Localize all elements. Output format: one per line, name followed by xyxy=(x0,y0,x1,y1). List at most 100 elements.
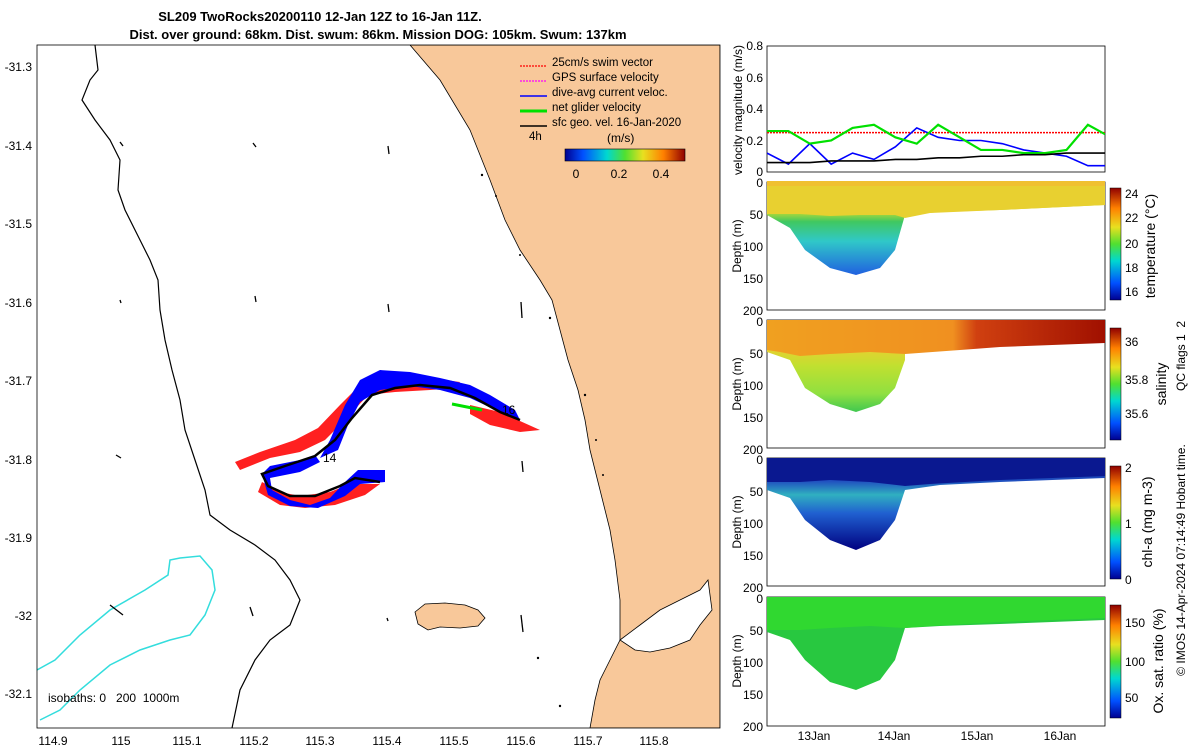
legend-item: 25cm/s swim vector xyxy=(520,57,653,69)
ox-cbar-tick: 100 xyxy=(1125,655,1145,669)
oxygen-colorbar xyxy=(1109,604,1122,719)
map-colorbar-tick: 0.2 xyxy=(611,167,628,181)
lon-tick: 115.8 xyxy=(639,734,668,748)
lat-ticks: -31.3 -31.4 -31.5 -31.6 -31.7 -31.8 -31.… xyxy=(5,60,33,701)
ox-ytick: 200 xyxy=(743,720,763,734)
day-label-14: 14 xyxy=(323,451,337,465)
title-line2: Dist. over ground: 68km. Dist. swum: 86k… xyxy=(129,27,626,42)
temp-cbar-tick: 18 xyxy=(1125,261,1139,275)
temp-ytick: 200 xyxy=(743,304,763,318)
velocity-series xyxy=(767,123,1105,167)
chla-ytick: 50 xyxy=(750,485,764,499)
chla-ytick: 200 xyxy=(743,581,763,595)
vel-ytick: 0.8 xyxy=(746,39,763,53)
lat-tick: -31.3 xyxy=(5,60,33,74)
legend-label: net glider velocity xyxy=(552,102,641,114)
chla-panel: Depth (m) chl-a (mg m-3) 0 50 100 150 20… xyxy=(730,453,1155,595)
estuary xyxy=(619,579,713,653)
dive-avg-band xyxy=(262,370,520,508)
temperature-surface xyxy=(767,185,1105,218)
sal-ytick: 100 xyxy=(743,379,763,393)
temp-cbar-tick: 16 xyxy=(1125,285,1139,299)
salinity-colorbar xyxy=(1109,327,1122,441)
velocity-series-line xyxy=(767,152,1105,164)
map-colorbar-tick: 0 xyxy=(573,167,580,181)
oxygen-cbar-label: Ox. sat. ratio (%) xyxy=(1150,608,1166,713)
oxygen-surface xyxy=(767,597,1105,630)
glider-track xyxy=(260,383,521,498)
sal-cbar-tick: 36 xyxy=(1125,335,1139,349)
lat-tick: -31.4 xyxy=(5,139,33,153)
legend-item: net glider velocity xyxy=(520,102,641,114)
credit-note: © IMOS 14-Apr-2024 07:14:49 Hobart time. xyxy=(1174,444,1188,676)
reef-dots xyxy=(480,173,604,708)
lon-ticks: 114.9 115 115.1 115.2 115.3 115.4 115.5 … xyxy=(38,734,668,748)
oxygen-panel: Depth (m) Ox. sat. ratio (%) 0 50 100 15… xyxy=(730,592,1166,734)
chla-ylabel: Depth (m) xyxy=(730,495,744,548)
chla-cbar-tick: 1 xyxy=(1125,517,1132,531)
lon-tick: 115.5 xyxy=(439,734,468,748)
lat-tick: -31.9 xyxy=(5,531,33,545)
velocity-ylabel: velocity magnitude (m/s) xyxy=(731,45,745,175)
temperature-top-band xyxy=(767,181,1105,186)
chla-cbar-tick: 2 xyxy=(1125,461,1132,475)
isobath-200m xyxy=(81,45,301,728)
temp-ytick: 50 xyxy=(750,208,764,222)
lon-tick: 115.7 xyxy=(573,734,602,748)
legend-label: sfc geo. vel. 16-Jan-2020 xyxy=(552,117,681,129)
day-label-16: 16 xyxy=(502,403,516,417)
chla-cbar-tick: 0 xyxy=(1125,573,1132,587)
salinity-cbar-label: salinity xyxy=(1153,363,1169,406)
map-legend: 25cm/s swim vector GPS surface velocity … xyxy=(520,57,686,181)
velocity-series-line xyxy=(767,123,1105,155)
ox-ytick: 150 xyxy=(743,688,763,702)
legend-item: GPS surface velocity xyxy=(520,72,659,84)
chla-ytick: 100 xyxy=(743,517,763,531)
temperature-colorbar xyxy=(1109,187,1122,301)
sal-ytick: 150 xyxy=(743,411,763,425)
lat-tick: -32 xyxy=(15,609,33,623)
chla-cbar-label: chl-a (mg m-3) xyxy=(1139,476,1155,567)
chla-ytick: 0 xyxy=(756,453,763,467)
velocity-axes xyxy=(766,45,1106,173)
legend-item: sfc geo. vel. 16-Jan-2020 xyxy=(520,117,681,129)
vel-ytick: 0.2 xyxy=(746,134,763,148)
legend-label: dive-avg current veloc. xyxy=(552,87,668,99)
title-line1: SL209 TwoRocks20200110 12-Jan 12Z to 16-… xyxy=(158,9,482,24)
salinity-panel: Depth (m) salinity 0 50 100 150 200 35.6… xyxy=(730,315,1169,457)
temp-ytick: 100 xyxy=(743,240,763,254)
lon-tick: 114.9 xyxy=(38,734,67,748)
chla-colorbar xyxy=(1109,465,1122,580)
ox-ytick: 0 xyxy=(756,592,763,606)
legend-label: 25cm/s swim vector xyxy=(552,57,653,69)
lon-tick: 115.6 xyxy=(506,734,535,748)
lat-tick: -31.7 xyxy=(5,374,33,388)
sal-cbar-tick: 35.8 xyxy=(1125,373,1149,387)
ox-ytick: 50 xyxy=(750,624,764,638)
geo-velocity-arrows xyxy=(109,141,524,633)
island xyxy=(414,602,486,631)
oxygen-ylabel: Depth (m) xyxy=(730,634,744,687)
velocity-panel: velocity magnitude (m/s) 0 0.2 0.4 0.6 0… xyxy=(731,39,1106,179)
chla-surface xyxy=(767,458,1105,486)
lon-tick: 115 xyxy=(111,734,130,748)
sal-cbar-tick: 35.6 xyxy=(1125,407,1149,421)
lat-tick: -31.6 xyxy=(5,296,33,310)
lat-tick: -32.1 xyxy=(5,687,33,701)
legend-4h-label: 4h xyxy=(529,131,542,143)
lon-tick: 115.3 xyxy=(305,734,334,748)
temp-cbar-tick: 24 xyxy=(1125,187,1139,201)
lat-tick: -31.5 xyxy=(5,217,33,231)
legend-item: dive-avg current veloc. xyxy=(520,87,668,99)
lon-tick: 115.2 xyxy=(239,734,268,748)
ox-cbar-tick: 50 xyxy=(1125,691,1139,705)
map-colorbar xyxy=(564,148,686,162)
legend-label: GPS surface velocity xyxy=(552,72,659,84)
lon-tick: 115.1 xyxy=(172,734,201,748)
isobath-1000m xyxy=(37,555,216,721)
time-tick: 15Jan xyxy=(961,729,994,743)
land-mass xyxy=(409,45,720,728)
lon-tick: 115.4 xyxy=(372,734,401,748)
time-axis: 13Jan 14Jan 15Jan 16Jan xyxy=(798,729,1077,743)
